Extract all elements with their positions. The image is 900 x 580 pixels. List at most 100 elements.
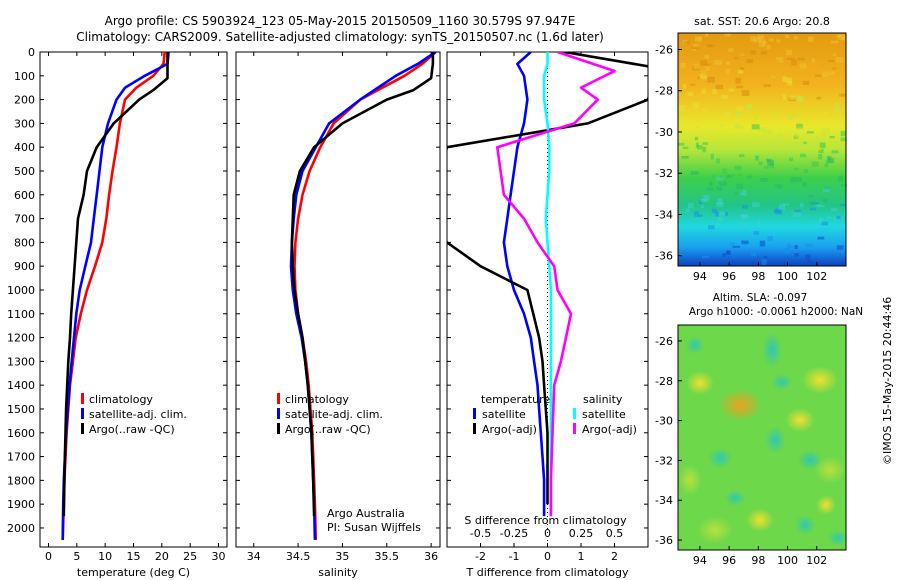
sst-texture (836, 215, 841, 220)
y-tick-label: 500 (14, 165, 35, 178)
sst-texture (747, 175, 753, 179)
sst-texture (689, 83, 696, 86)
map-x-tick-label: 94 (693, 554, 707, 567)
sst-texture (840, 137, 847, 142)
sst-texture (802, 80, 810, 85)
sst-texture (725, 68, 731, 74)
sst-texture (823, 140, 829, 145)
sst-texture (761, 259, 767, 265)
sst-texture (783, 248, 790, 254)
sst-texture (695, 125, 701, 128)
sst-texture (678, 105, 686, 112)
sst-texture (684, 41, 690, 45)
sst-texture (823, 111, 828, 115)
map-y-tick-label: -36 (655, 250, 673, 263)
sla-eddy (765, 426, 785, 454)
map-x-tick-label: 96 (722, 270, 736, 283)
sst-texture (808, 36, 814, 42)
sst-texture (714, 60, 722, 65)
series-line-argoadj (495, 52, 616, 517)
series-line-satellite (542, 52, 553, 517)
sst-texture (803, 168, 809, 174)
sst-texture (821, 221, 828, 226)
sst-texture (779, 204, 785, 210)
sst-texture (830, 40, 839, 44)
sst-texture (782, 203, 789, 206)
sst-texture (794, 253, 799, 257)
map-y-tick-label: -32 (655, 167, 673, 180)
y-tick-label: 1000 (7, 284, 35, 297)
sst-texture (735, 112, 743, 117)
x-tick-label: 35.5 (375, 550, 400, 563)
sst-texture (722, 168, 727, 175)
sst-texture (836, 34, 843, 38)
profile-panel-3: -2 -1 0 1 2 T difference from climatology -0.5… (446, 51, 649, 579)
x-tick-label: 34 (247, 550, 261, 563)
sst-texture (774, 208, 782, 215)
profile-panel-2: 34 34.5 35 35.5 36 salinity climatology satelli… (235, 51, 441, 579)
sst-texture (706, 187, 714, 191)
legend-entry: satellite (582, 408, 626, 421)
sst-texture (811, 161, 819, 167)
sst-texture (815, 204, 821, 207)
plot-frame (39, 51, 228, 548)
sst-texture (690, 171, 699, 175)
sst-texture (737, 69, 744, 74)
sst-texture (718, 143, 723, 149)
sst-texture (733, 192, 742, 195)
series-line-argorawqc (290, 52, 435, 517)
sst-texture (699, 74, 708, 80)
sst-texture (722, 253, 727, 257)
sst-texture (824, 163, 829, 168)
sst-texture (703, 194, 710, 201)
sst-texture (757, 35, 765, 40)
sst-texture (805, 254, 811, 260)
sst-texture (831, 207, 837, 212)
y-tick-label: 1400 (7, 379, 35, 392)
sst-texture (712, 89, 717, 94)
sst-texture (785, 34, 790, 38)
sst-texture (702, 146, 707, 153)
sla-map-title: Altim. SLA: -0.097 (713, 292, 808, 304)
sla-eddy (802, 366, 838, 394)
sst-texture (734, 165, 742, 171)
map-y-tick-label: -26 (655, 335, 673, 348)
legend-swatch (573, 423, 576, 434)
sla-eddy (686, 336, 704, 354)
legend-entry: satellite-adj. clim. (89, 408, 187, 421)
plot-frame (235, 51, 441, 548)
sst-texture (799, 63, 807, 69)
sst-texture (735, 77, 741, 84)
sst-texture (794, 133, 798, 139)
copyright-label: ©IMOS 15-May-2015 20:44:46 (881, 297, 894, 465)
sst-texture (715, 223, 719, 226)
sst-texture (807, 195, 814, 198)
sst-texture (832, 67, 837, 70)
sst-texture (720, 95, 729, 99)
sst-texture (695, 142, 699, 148)
sst-texture (691, 46, 700, 49)
series-line-satellite (502, 52, 546, 517)
sst-map-title: sat. SST: 20.6 Argo: 20.8 (694, 15, 830, 28)
sst-texture (766, 45, 771, 49)
x-tick-label: 35 (335, 550, 349, 563)
sst-texture (740, 53, 745, 56)
sst-texture (739, 154, 745, 158)
sst-texture (736, 85, 744, 89)
legend-swatch (81, 423, 84, 434)
sst-texture (833, 216, 837, 220)
legend-swatch (81, 393, 84, 404)
sst-texture (808, 201, 815, 204)
sst-texture (716, 186, 723, 191)
header-line2: Climatology: CARS2009. Satellite-adjuste… (76, 30, 604, 44)
sst-texture (725, 250, 730, 254)
top-x-tick-label: -0.25 (500, 527, 528, 540)
sst-texture (826, 216, 832, 219)
legend-swatch (277, 393, 280, 404)
sst-texture (759, 240, 766, 247)
y-tick-label: 2000 (7, 522, 35, 535)
sst-texture (822, 188, 831, 193)
sst-texture (821, 130, 829, 134)
y-tick-label: 0 (28, 46, 35, 59)
sst-texture (776, 57, 784, 61)
